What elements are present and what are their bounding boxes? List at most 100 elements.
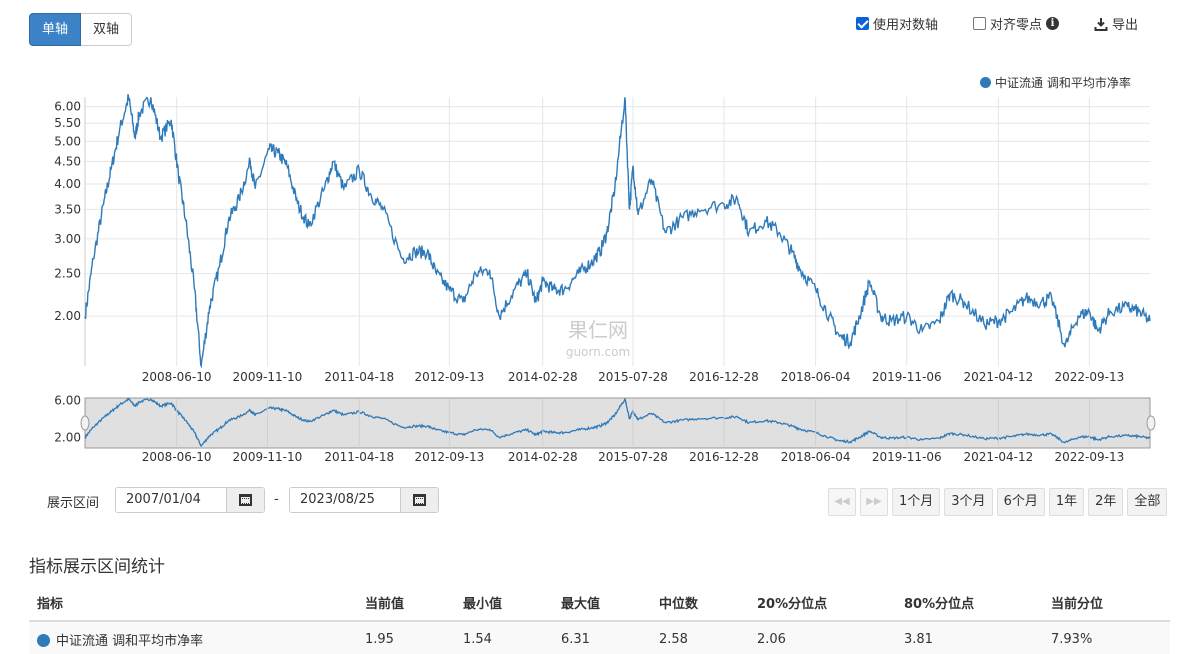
first-page-button[interactable]: ◀◀ [828,488,856,516]
range-1-month-button[interactable]: 1个月 [892,488,941,516]
navigator-x-axis: 2008-06-10 2009-11-10 2011-04-18 2012-09-13… [142,399,1124,464]
single-axis-button[interactable]: 单轴 [29,13,82,46]
navigator-x-tick-label: 2019-11-06 [872,450,942,464]
row-indicator: 中证流通 调和平均市净率 [29,621,357,654]
align-zero-option[interactable]: 对齐零点 i [973,14,1060,33]
watermark-en: guorn.com [566,345,630,359]
start-date-field[interactable]: 2007/01/04 [116,488,226,512]
header-median: 中位数 [651,585,749,622]
main-x-axis: 2008-06-10 2009-11-10 2011-04-18 2012-09-13… [142,370,1124,384]
navigator-right-handle[interactable] [1146,415,1156,431]
navigator-line [84,397,1151,447]
x-tick-label: 2019-11-06 [872,370,942,384]
row-name: 中证流通 调和平均市净率 [56,633,204,649]
main-y-axis: 2.00 2.50 3.00 3.50 4.00 4.50 5.00 5.50 6.00 [54,100,81,324]
start-date-picker[interactable]: 2007/01/04 [115,487,265,513]
chart-legend[interactable]: 中证流通 调和平均市净率 [980,74,1131,91]
cell-median: 2.58 [651,621,749,654]
header-p80: 80%分位点 [896,585,1043,622]
legend-marker [980,77,991,88]
x-tick-label: 2014-02-28 [508,370,578,384]
cell-current-percentile: 7.93% [1043,621,1170,654]
cell-current: 1.95 [357,621,455,654]
navigator-x-tick-label: 2018-06-04 [781,450,851,464]
end-date-picker[interactable]: 2023/08/25 [289,487,439,513]
cell-max: 6.31 [553,621,651,654]
y-tick-label: 3.00 [54,232,81,246]
x-tick-label: 2011-04-18 [324,370,394,384]
navigator-left-handle[interactable] [80,415,90,431]
x-tick-label: 2021-04-12 [964,370,1034,384]
y-tick-label: 6.00 [54,100,81,114]
navigator-x-tick-label: 2022-09-13 [1054,450,1124,464]
x-tick-label: 2015-07-28 [598,370,668,384]
main-grid [84,97,1150,366]
end-date-calendar-button[interactable] [400,488,438,512]
legend-label: 中证流通 调和平均市净率 [995,76,1131,90]
log-axis-label: 使用对数轴 [873,18,939,33]
main-chart[interactable]: 2.00 2.50 3.00 3.50 4.00 4.50 5.00 5.50 6.00 200… [0,0,1200,470]
range-buttons: ◀◀ ▶▶ 1个月 3个月 6个月 1年 2年 全部 [828,488,1168,516]
y-tick-label: 2.00 [54,309,81,323]
navigator-y-tick-label: 6.00 [54,394,81,408]
stats-table: 指标 当前值 最小值 最大值 中位数 20%分位点 80%分位点 当前分位 中证… [29,585,1170,654]
download-icon [1094,17,1108,31]
x-tick-label: 2008-06-10 [142,370,212,384]
export-button[interactable]: 导出 [1094,14,1138,33]
cell-min: 1.54 [455,621,553,654]
x-tick-label: 2022-09-13 [1054,370,1124,384]
navigator-y-tick-label: 2.00 [54,430,81,444]
header-p20: 20%分位点 [749,585,896,622]
dual-axis-button[interactable]: 双轴 [81,13,133,46]
align-zero-checkbox[interactable] [973,17,986,30]
range-3-month-button[interactable]: 3个月 [944,488,993,516]
y-tick-label: 5.00 [54,134,81,148]
calendar-icon [239,494,252,506]
y-tick-label: 5.50 [54,116,81,130]
stats-title: 指标展示区间统计 [29,557,165,577]
navigator-window[interactable] [84,397,1151,449]
navigator-x-tick-label: 2009-11-10 [233,450,303,464]
calendar-icon [413,494,426,506]
info-icon[interactable]: i [1046,17,1060,30]
header-max: 最大值 [553,585,651,622]
range-1-year-button[interactable]: 1年 [1048,488,1085,516]
y-tick-label: 3.50 [54,202,81,216]
series-line [84,94,1151,369]
axis-mode-toggle: 单轴 双轴 [29,13,133,46]
log-axis-option[interactable]: 使用对数轴 [856,14,938,33]
stats-header-row: 指标 当前值 最小值 最大值 中位数 20%分位点 80%分位点 当前分位 [29,585,1170,622]
navigator-y-axis: 6.00 2.00 [54,394,81,445]
navigator-x-tick-label: 2014-02-28 [508,450,578,464]
y-tick-label: 4.50 [54,154,81,168]
x-tick-label: 2012-09-13 [414,370,484,384]
navigator-x-tick-label: 2011-04-18 [324,450,394,464]
header-indicator: 指标 [29,585,357,622]
y-tick-label: 2.50 [54,267,81,281]
range-6-month-button[interactable]: 6个月 [996,488,1045,516]
watermark-cn: 果仁网 [568,318,628,342]
navigator-x-tick-label: 2015-07-28 [598,450,668,464]
header-current-percentile: 当前分位 [1043,585,1170,622]
log-axis-checkbox[interactable] [856,17,869,30]
end-date-field[interactable]: 2023/08/25 [290,488,400,512]
cell-p80: 3.81 [896,621,1043,654]
export-label: 导出 [1112,18,1139,33]
navigator-x-tick-label: 2008-06-10 [142,450,212,464]
x-tick-label: 2016-12-28 [689,370,759,384]
y-tick-label: 4.00 [54,177,81,191]
series-marker [37,633,50,647]
range-2-year-button[interactable]: 2年 [1088,488,1124,516]
navigator-x-tick-label: 2021-04-12 [964,450,1034,464]
range-all-button[interactable]: 全部 [1127,488,1168,516]
x-tick-label: 2009-11-10 [233,370,303,384]
header-current: 当前值 [357,585,455,622]
navigator-x-tick-label: 2012-09-13 [414,450,484,464]
header-min: 最小值 [455,585,553,622]
start-date-calendar-button[interactable] [226,488,264,512]
last-page-button[interactable]: ▶▶ [860,488,888,516]
cell-p20: 2.06 [749,621,896,654]
navigator-x-tick-label: 2016-12-28 [689,450,759,464]
date-range-label: 展示区间 [47,496,100,511]
